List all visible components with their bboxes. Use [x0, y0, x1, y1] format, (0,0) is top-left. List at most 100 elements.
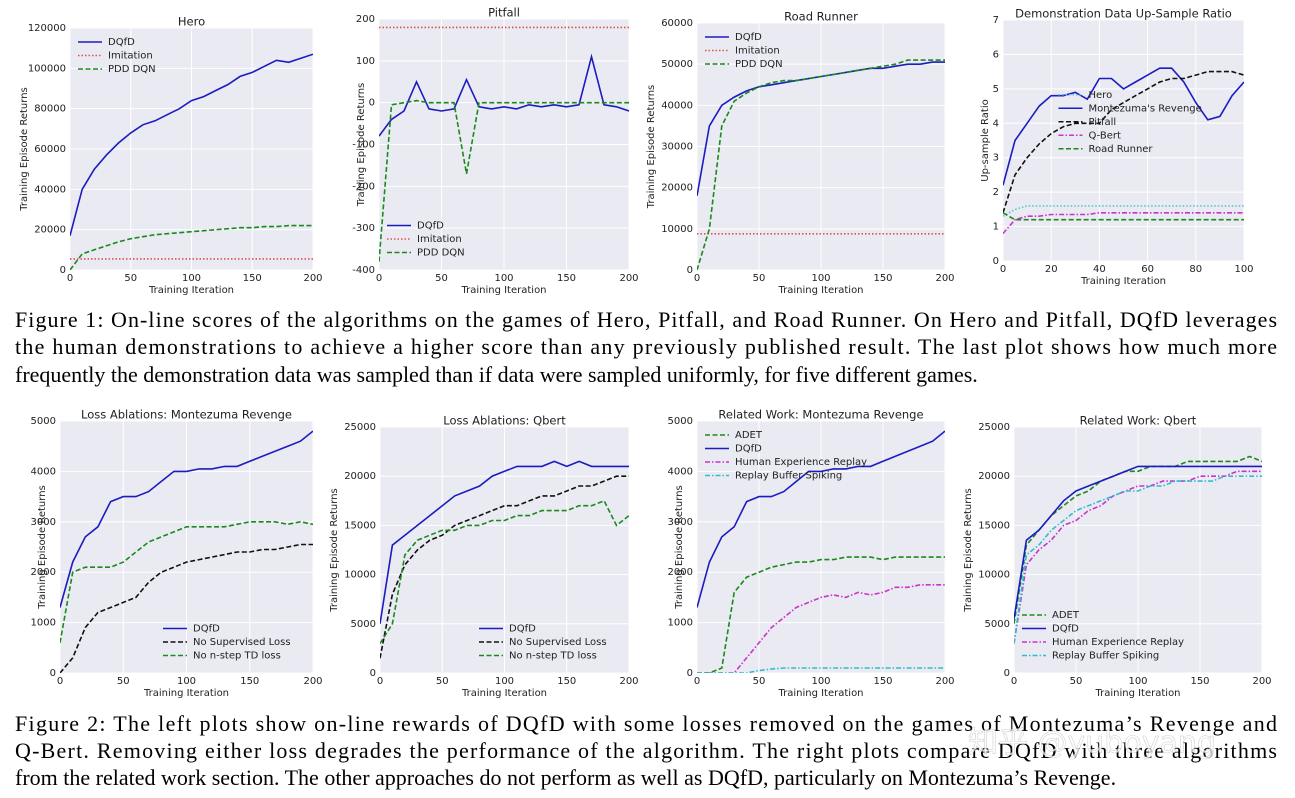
x-tick-label: 0 — [1000, 264, 1006, 275]
y-tick-label: 0 — [687, 668, 693, 679]
x-tick-label: 50 — [436, 676, 449, 687]
y-tick-label: 5000 — [31, 416, 56, 427]
series-line — [60, 543, 313, 673]
y-tick-label: 60000 — [34, 144, 66, 155]
x-axis-label: Training Iteration — [1080, 276, 1166, 287]
chart-title: Demonstration Data Up-Sample Ratio — [1015, 7, 1232, 21]
plot-background — [1003, 20, 1244, 261]
x-tick-label: 100 — [494, 273, 513, 284]
series-line — [380, 475, 629, 659]
y-tick-label: 1 — [993, 222, 999, 233]
series-line — [1003, 70, 1244, 214]
x-tick-label: 0 — [1011, 676, 1017, 687]
legend-label: Pitfall — [1089, 117, 1117, 128]
y-axis-label: Training Episode Returns — [646, 85, 657, 209]
y-tick-label: 200 — [356, 14, 375, 25]
y-tick-label: 30000 — [661, 142, 693, 153]
y-tick-label: 6 — [993, 49, 999, 60]
y-tick-label: 3000 — [668, 517, 693, 528]
y-tick-label: 80000 — [34, 104, 66, 115]
y-axis-label: Up-sample Ratio — [980, 99, 991, 182]
x-tick-label: 50 — [753, 676, 766, 687]
chart-title: Road Runner — [784, 10, 858, 24]
series-line — [379, 99, 629, 262]
y-tick-label: 120000 — [28, 23, 66, 34]
x-tick-label: 0 — [694, 676, 700, 687]
y-tick-label: 1000 — [668, 618, 693, 629]
y-tick-label: 7 — [993, 15, 999, 26]
y-tick-label: 10000 — [344, 570, 376, 581]
x-tick-label: 200 — [935, 273, 954, 284]
y-tick-label: 10000 — [978, 570, 1010, 581]
y-tick-label: 100000 — [28, 63, 66, 74]
x-tick-label: 0 — [376, 273, 382, 284]
legend-label: Imitation — [735, 46, 780, 57]
y-tick-label: 25000 — [344, 422, 376, 433]
legend-label: Imitation — [108, 51, 153, 62]
x-tick-label: 150 — [243, 273, 262, 284]
legend-label: DQfD — [108, 37, 135, 48]
x-tick-label: 150 — [873, 676, 892, 687]
series-line — [697, 556, 945, 673]
y-tick-label: 0 — [1004, 668, 1010, 679]
chart-title: Related Work: Qbert — [1080, 414, 1197, 428]
series-line — [60, 430, 313, 608]
y-tick-label: 4 — [993, 118, 999, 129]
y-tick-label: 50000 — [661, 59, 693, 70]
x-tick-label: 150 — [240, 676, 259, 687]
legend-label: Montezuma's Revenge — [1089, 103, 1202, 114]
x-tick-label: 0 — [377, 676, 383, 687]
y-axis-label: Training Episode Returns — [356, 83, 367, 207]
y-tick-label: 10000 — [661, 224, 693, 235]
y-tick-label: 25000 — [978, 422, 1010, 433]
x-tick-label: 200 — [619, 273, 638, 284]
y-tick-label: 20000 — [978, 471, 1010, 482]
y-tick-label: 0 — [369, 98, 375, 109]
y-tick-label: 40000 — [661, 100, 693, 111]
legend-label: DQfD — [735, 32, 762, 43]
legend-label: Hero — [1089, 90, 1113, 101]
x-axis-label: Training Iteration — [460, 285, 546, 296]
x-tick-label: 150 — [557, 273, 576, 284]
chart-title: Hero — [178, 15, 205, 29]
series-line — [697, 667, 945, 673]
x-tick-label: 0 — [57, 676, 63, 687]
chart-title: Related Work: Montezuma Revenge — [718, 408, 923, 422]
x-tick-label: 40 — [1093, 264, 1106, 275]
y-tick-label: 0 — [60, 265, 66, 276]
x-tick-label: 150 — [873, 273, 892, 284]
series-line — [379, 53, 629, 137]
legend-label: Human Experience Replay — [735, 457, 867, 468]
series-line — [697, 59, 945, 270]
caption-line: frequently the demonstration data was sa… — [15, 362, 978, 387]
x-tick-label: 50 — [1070, 676, 1083, 687]
legend-label: ADET — [1052, 610, 1080, 621]
y-tick-label: -300 — [352, 223, 375, 234]
y-tick-label: -200 — [352, 181, 375, 192]
y-axis-label: Training Episode Returns — [674, 485, 685, 609]
x-tick-label: 50 — [124, 273, 137, 284]
series-line — [1003, 212, 1244, 221]
y-tick-label: 0 — [687, 265, 693, 276]
x-axis-label: Training Iteration — [777, 688, 863, 699]
legend-label: Q-Bert — [1089, 130, 1122, 141]
y-tick-label: 40000 — [34, 184, 66, 195]
y-tick-label: 1000 — [31, 618, 56, 629]
x-tick-label: 200 — [303, 273, 322, 284]
legend-label: DQfD — [735, 444, 762, 455]
x-axis-label: Training Iteration — [148, 285, 234, 296]
legend-label: No Supervised Loss — [193, 637, 291, 648]
y-tick-label: 20000 — [344, 471, 376, 482]
x-tick-label: 200 — [303, 676, 322, 687]
legend-label: PDD DQN — [108, 64, 156, 75]
series-line — [1003, 67, 1244, 186]
x-axis-label: Training Iteration — [461, 688, 547, 699]
y-tick-label: 15000 — [978, 520, 1010, 531]
series-line — [1014, 455, 1262, 624]
y-tick-label: 0 — [50, 668, 56, 679]
y-tick-label: 20000 — [34, 225, 66, 236]
x-tick-label: 80 — [1189, 264, 1202, 275]
y-tick-label: 20000 — [661, 183, 693, 194]
x-axis-label: Training Iteration — [777, 285, 863, 296]
